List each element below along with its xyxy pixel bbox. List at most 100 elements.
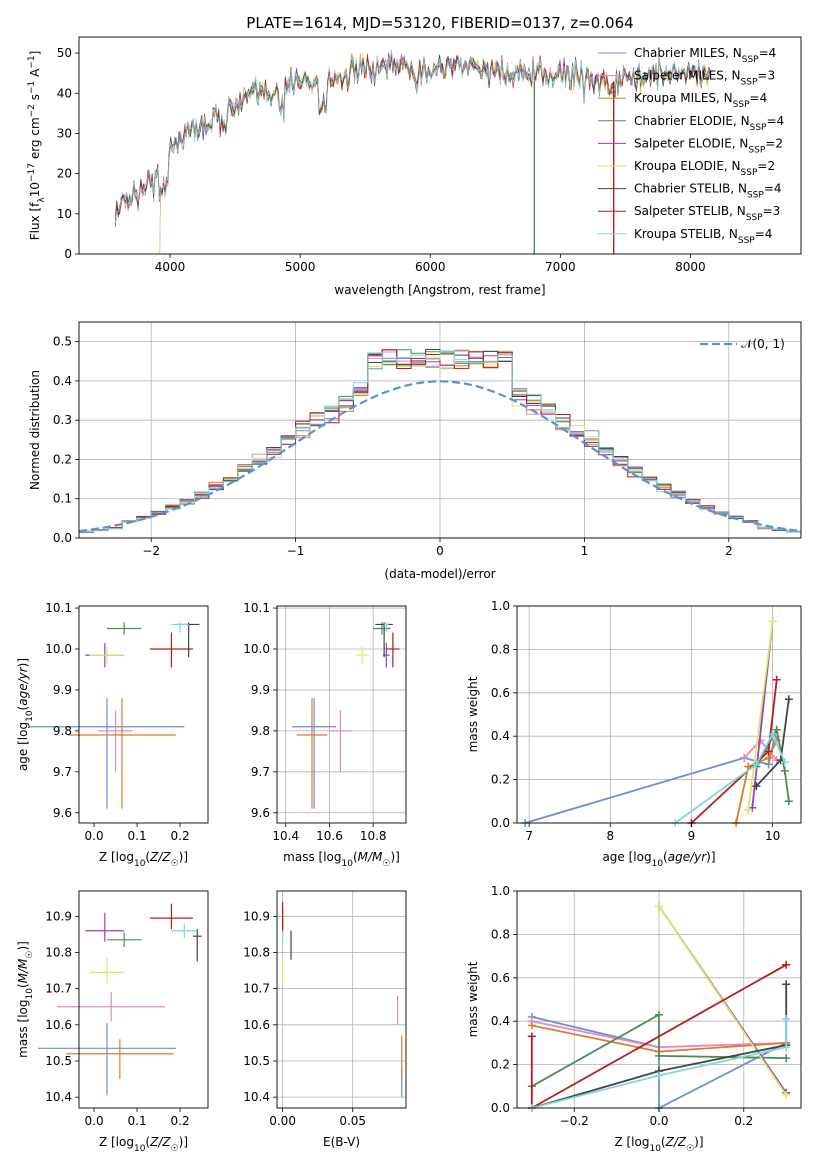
weight-line <box>531 1019 788 1109</box>
y-tick-label: 9.9 <box>251 683 270 697</box>
y-tick-label: 0.4 <box>491 729 510 743</box>
y-tick-label: 0.2 <box>491 1058 510 1072</box>
y-axis-label: Normed distribution <box>28 370 42 490</box>
y-tick-label: 10.0 <box>45 642 72 656</box>
y-tick-label: 10.4 <box>243 1090 270 1104</box>
x-axis-label: age [log10(age/yr)] <box>602 850 715 869</box>
axes-age_vs_mass: 10.4 10.6 10.8 9.6 9.7 9.8 9.9 10.0 10.1 mass [lo… <box>243 601 407 869</box>
grid-age_vs_mass <box>277 606 406 823</box>
weight-marker <box>782 1054 791 1063</box>
y-tick-label: 0.5 <box>53 335 72 349</box>
y-tick-label: 9.6 <box>251 806 270 820</box>
y-tick-label: 1.0 <box>491 599 510 613</box>
x-tick-label: 0.1 <box>128 829 147 843</box>
legend-label: Salpeter MILES, NSSP=3 <box>634 69 775 88</box>
x-tick-label: 9 <box>688 829 696 843</box>
spectrum-line <box>159 52 711 255</box>
y-tick-label: 10.9 <box>243 909 270 923</box>
weight-marker <box>752 760 761 769</box>
x-tick-label: 0.0 <box>85 1114 104 1128</box>
grid-weight_vs_age <box>517 605 801 824</box>
legend-label: Chabrier ELODIE, NSSP=4 <box>634 114 784 133</box>
weight-marker <box>782 1043 791 1052</box>
y-tick-label: 0.0 <box>491 816 510 830</box>
y-tick-label: 9.7 <box>53 765 72 779</box>
x-tick-label: 10.4 <box>272 829 299 843</box>
spectrum-line <box>159 51 711 255</box>
axes-residuals: −2 −1 0 1 2 0.0 0.1 0.2 0.3 0.4 0.5 𝒩(0, 1) (data-mo… <box>28 321 802 581</box>
y-tick-label: 0.6 <box>491 971 510 985</box>
y-tick-label: 9.6 <box>53 806 72 820</box>
x-tick-label: 0.0 <box>649 1114 668 1128</box>
y-tick-label: 9.9 <box>53 683 72 697</box>
errorbar-point <box>171 622 189 633</box>
errorbar-point <box>375 622 393 658</box>
legend-label: Kroupa ELODIE, NSSP=2 <box>634 159 775 178</box>
axes-frame <box>276 890 407 1109</box>
y-tick-label: 10.4 <box>45 1090 72 1104</box>
x-tick-label: 2 <box>725 544 733 558</box>
errorbar-point <box>355 646 369 664</box>
legend-label: 𝒩(0, 1) <box>741 337 785 351</box>
panel-weight_vs_Z: −0.2 0.0 0.2 0.0 0.2 0.4 0.6 0.8 1.0 Z [log10(Z/Z… <box>466 884 802 1154</box>
y-tick-label: 10.7 <box>45 982 72 996</box>
spectrum-line <box>115 49 711 224</box>
legend-label: Chabrier MILES, NSSP=4 <box>634 46 776 65</box>
x-tick-label: 7000 <box>545 260 576 274</box>
weight-marker <box>527 1032 536 1041</box>
spectrum-legend: Chabrier MILES, NSSP=4 Salpeter MILES, NS… <box>598 46 784 246</box>
errorbar-point <box>171 923 198 939</box>
x-tick-label: 0 <box>436 544 444 558</box>
x-tick-label: 10 <box>765 829 780 843</box>
y-axis-label: mass weight <box>466 676 480 752</box>
errorbar-point <box>149 903 193 929</box>
errorbar-point <box>192 928 202 962</box>
y-tick-label: 0.6 <box>491 686 510 700</box>
y-tick-label: 10 <box>57 207 72 221</box>
y-tick-label: 10.8 <box>243 945 270 959</box>
y-tick-label: 0.4 <box>491 1014 510 1028</box>
y-tick-label: 10.1 <box>243 601 270 615</box>
weight-marker <box>772 725 781 734</box>
histogram-series <box>78 350 801 538</box>
weight-marker <box>782 960 791 969</box>
weight-marker <box>772 675 781 684</box>
weight-marker <box>740 753 749 762</box>
y-tick-label: 0.1 <box>53 492 72 506</box>
x-tick-label: −0.2 <box>560 1114 589 1128</box>
errorbar-point <box>329 710 352 772</box>
x-tick-label: 0.2 <box>171 1114 190 1128</box>
legend-label: Kroupa STELIB, NSSP=4 <box>634 227 772 246</box>
weight-marker <box>780 758 789 767</box>
x-tick-label: 5000 <box>285 260 316 274</box>
x-tick-label: 7 <box>525 829 533 843</box>
plot-age_vs_mass <box>292 622 400 809</box>
y-axis-label: mass weight <box>466 961 480 1037</box>
y-tick-label: 1.0 <box>491 884 510 898</box>
axes-frame <box>78 605 209 824</box>
errorbar-point <box>177 622 200 658</box>
plot-residuals <box>78 349 802 538</box>
y-axis-label: age [log10(age/yr)] <box>16 658 35 771</box>
grid-mass_vs_EBV <box>277 891 406 1108</box>
errorbar-point <box>106 622 142 635</box>
y-tick-label: 30 <box>57 126 72 140</box>
plot-age_vs_Z <box>29 622 200 809</box>
panel-spectrum: 4000 5000 6000 7000 8000 0 10 20 30 40 50 Chabrier … <box>27 36 802 297</box>
errorbar-point <box>386 632 400 668</box>
y-tick-label: 0.0 <box>53 531 72 545</box>
spectrum-line <box>115 54 711 222</box>
weight-line <box>755 727 790 802</box>
axes-spectrum: 4000 5000 6000 7000 8000 0 10 20 30 40 50 Chabrier … <box>27 36 802 297</box>
panel-mass_vs_Z: 0.0 0.1 0.2 10.4 10.5 10.6 10.7 10.8 10.9 Z [log1… <box>16 890 209 1154</box>
weight-marker <box>768 730 777 739</box>
normal-curve <box>78 380 802 533</box>
errorbar-point <box>89 646 125 664</box>
axes-frame <box>78 36 802 255</box>
x-tick-label: 0.2 <box>171 829 190 843</box>
errorbar-point <box>85 912 125 942</box>
errorbar-point <box>66 1039 174 1080</box>
x-tick-label: 8 <box>606 829 614 843</box>
weight-marker <box>744 805 753 814</box>
panel-mass_vs_EBV: 0.00 0.05 10.4 10.5 10.6 10.7 10.8 10.9 E(B-V) <box>243 890 407 1149</box>
